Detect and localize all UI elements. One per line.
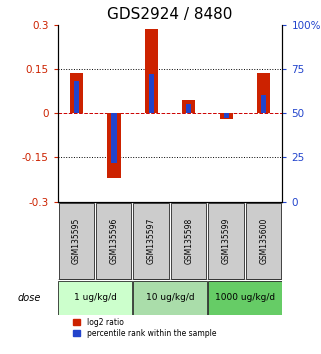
Bar <box>70 73 83 113</box>
Bar <box>257 73 270 113</box>
Bar <box>220 113 233 119</box>
Text: GSM135596: GSM135596 <box>109 218 118 264</box>
Text: 10 ug/kg/d: 10 ug/kg/d <box>146 293 195 302</box>
FancyBboxPatch shape <box>134 203 169 279</box>
FancyBboxPatch shape <box>208 203 244 279</box>
Bar <box>74 81 79 113</box>
Text: dose: dose <box>18 293 41 303</box>
Bar <box>145 29 158 113</box>
FancyBboxPatch shape <box>133 281 207 315</box>
Text: GSM135597: GSM135597 <box>147 218 156 264</box>
Text: GSM135598: GSM135598 <box>184 218 193 264</box>
Bar <box>111 113 117 163</box>
FancyBboxPatch shape <box>96 203 131 279</box>
Text: GSM135595: GSM135595 <box>72 218 81 264</box>
Title: GDS2924 / 8480: GDS2924 / 8480 <box>108 7 233 22</box>
Bar <box>186 104 191 113</box>
FancyBboxPatch shape <box>246 203 281 279</box>
FancyBboxPatch shape <box>171 203 206 279</box>
FancyBboxPatch shape <box>58 203 94 279</box>
Bar <box>224 113 229 119</box>
Bar <box>108 113 120 178</box>
FancyBboxPatch shape <box>208 281 282 315</box>
Legend: log2 ratio, percentile rank within the sample: log2 ratio, percentile rank within the s… <box>73 318 216 338</box>
Text: GSM135599: GSM135599 <box>222 218 231 264</box>
Bar <box>149 74 154 113</box>
Bar <box>261 96 266 113</box>
Text: 1000 ug/kg/d: 1000 ug/kg/d <box>215 293 275 302</box>
Bar <box>182 100 195 113</box>
Text: 1 ug/kg/d: 1 ug/kg/d <box>74 293 117 302</box>
FancyBboxPatch shape <box>58 281 132 315</box>
Text: GSM135600: GSM135600 <box>259 218 268 264</box>
